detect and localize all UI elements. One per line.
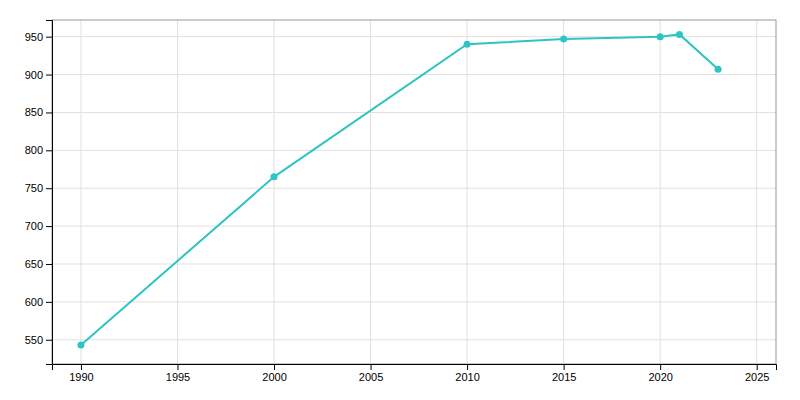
y-tick-label: 900 <box>25 69 43 81</box>
x-tick-label: 2005 <box>359 371 383 383</box>
plot-frame <box>52 20 776 364</box>
y-tick-mark <box>46 37 52 38</box>
line <box>81 34 718 345</box>
y-tick-mark <box>46 226 52 227</box>
y-tick: 750 <box>25 182 52 194</box>
x-grid-line <box>563 20 564 364</box>
x-tick-label: 2010 <box>455 371 479 383</box>
x-tick-mark <box>660 364 661 370</box>
y-tick: 850 <box>25 106 52 118</box>
point <box>77 342 84 349</box>
y-tick-mark <box>46 264 52 265</box>
x-tick-mark <box>564 364 565 370</box>
y-tick: 550 <box>25 334 52 346</box>
x-tick: 2005 <box>359 364 383 383</box>
x-grid-line <box>80 20 81 364</box>
y-tick-label: 650 <box>25 258 43 270</box>
x-grid-line <box>370 20 371 364</box>
x-tick: 2020 <box>648 364 672 383</box>
y-tick: 800 <box>25 144 52 156</box>
x-tick: 2010 <box>455 364 479 383</box>
x-tick-mark <box>467 364 468 370</box>
y-grid-line <box>52 339 776 340</box>
y-tick-label: 750 <box>25 182 43 194</box>
y-tick-label: 550 <box>25 334 43 346</box>
y-tick-label: 700 <box>25 220 43 232</box>
x-axis: 1990 1995 2000 2005 2010 2015 2020 2025 <box>53 364 777 383</box>
y-tick-mark <box>46 302 52 303</box>
y-grid-line <box>52 301 776 302</box>
x-tick-label: 2000 <box>262 371 286 383</box>
x-tick-label: 1990 <box>69 371 93 383</box>
x-tick-label: 2025 <box>745 371 769 383</box>
y-tick: 700 <box>25 220 52 232</box>
y-tick-mark <box>46 150 52 151</box>
y-tick-label: 850 <box>25 106 43 118</box>
y-tick-label: 800 <box>25 144 43 156</box>
point <box>657 33 664 40</box>
x-grid-line <box>660 20 661 364</box>
y-tick: 950 <box>25 31 52 43</box>
point <box>271 173 278 180</box>
y-tick: 600 <box>25 296 52 308</box>
page: {"chart_data": {"type": "line", "x": [19… <box>0 0 800 400</box>
point <box>560 35 567 42</box>
y-tick: 900 <box>25 69 52 81</box>
x-tick-mark <box>177 364 178 370</box>
plot-area: 1990 1995 2000 2005 2010 2015 2020 2025 550 600 65… <box>25 20 777 383</box>
chart-container: 1990 1995 2000 2005 2010 2015 2020 2025 550 600 65… <box>0 0 800 400</box>
x-grid-line <box>274 20 275 364</box>
grid <box>52 20 776 364</box>
chart-svg: 1990 1995 2000 2005 2010 2015 2020 2025 550 600 65… <box>0 0 800 400</box>
y-grid-line <box>52 263 776 264</box>
y-grid-line <box>52 112 776 113</box>
x-tick: 1995 <box>166 364 190 383</box>
y-tick-mark <box>46 112 52 113</box>
point <box>464 41 471 48</box>
y-grid-line <box>52 188 776 189</box>
x-tick: 2025 <box>745 364 769 383</box>
x-tick-mark <box>757 364 758 370</box>
data-marks <box>77 31 721 349</box>
x-tick-mark <box>274 364 275 370</box>
y-grid-line <box>52 150 776 151</box>
y-tick-mark <box>46 340 52 341</box>
x-tick-mark <box>81 364 82 370</box>
x-tick: 2015 <box>552 364 576 383</box>
x-tick-label: 2020 <box>648 371 672 383</box>
x-tick-label: 1995 <box>166 371 190 383</box>
y-tick: 650 <box>25 258 52 270</box>
x-axis-line <box>53 365 777 371</box>
y-grid-line <box>52 226 776 227</box>
point <box>715 66 722 73</box>
x-grid-line <box>756 20 757 364</box>
y-tick-mark <box>46 75 52 76</box>
point <box>676 31 683 38</box>
y-tick-label: 950 <box>25 31 43 43</box>
x-tick-label: 2015 <box>552 371 576 383</box>
y-tick-mark <box>46 188 52 189</box>
x-tick: 2000 <box>262 364 286 383</box>
x-tick: 1990 <box>69 364 93 383</box>
y-axis-line <box>46 21 53 365</box>
y-grid-line <box>52 74 776 75</box>
y-axis: 550 600 650 700 750 800 850 900 950 <box>25 21 53 365</box>
x-grid-line <box>467 20 468 364</box>
y-tick-label: 600 <box>25 296 43 308</box>
x-tick-mark <box>371 364 372 370</box>
x-grid-line <box>177 20 178 364</box>
